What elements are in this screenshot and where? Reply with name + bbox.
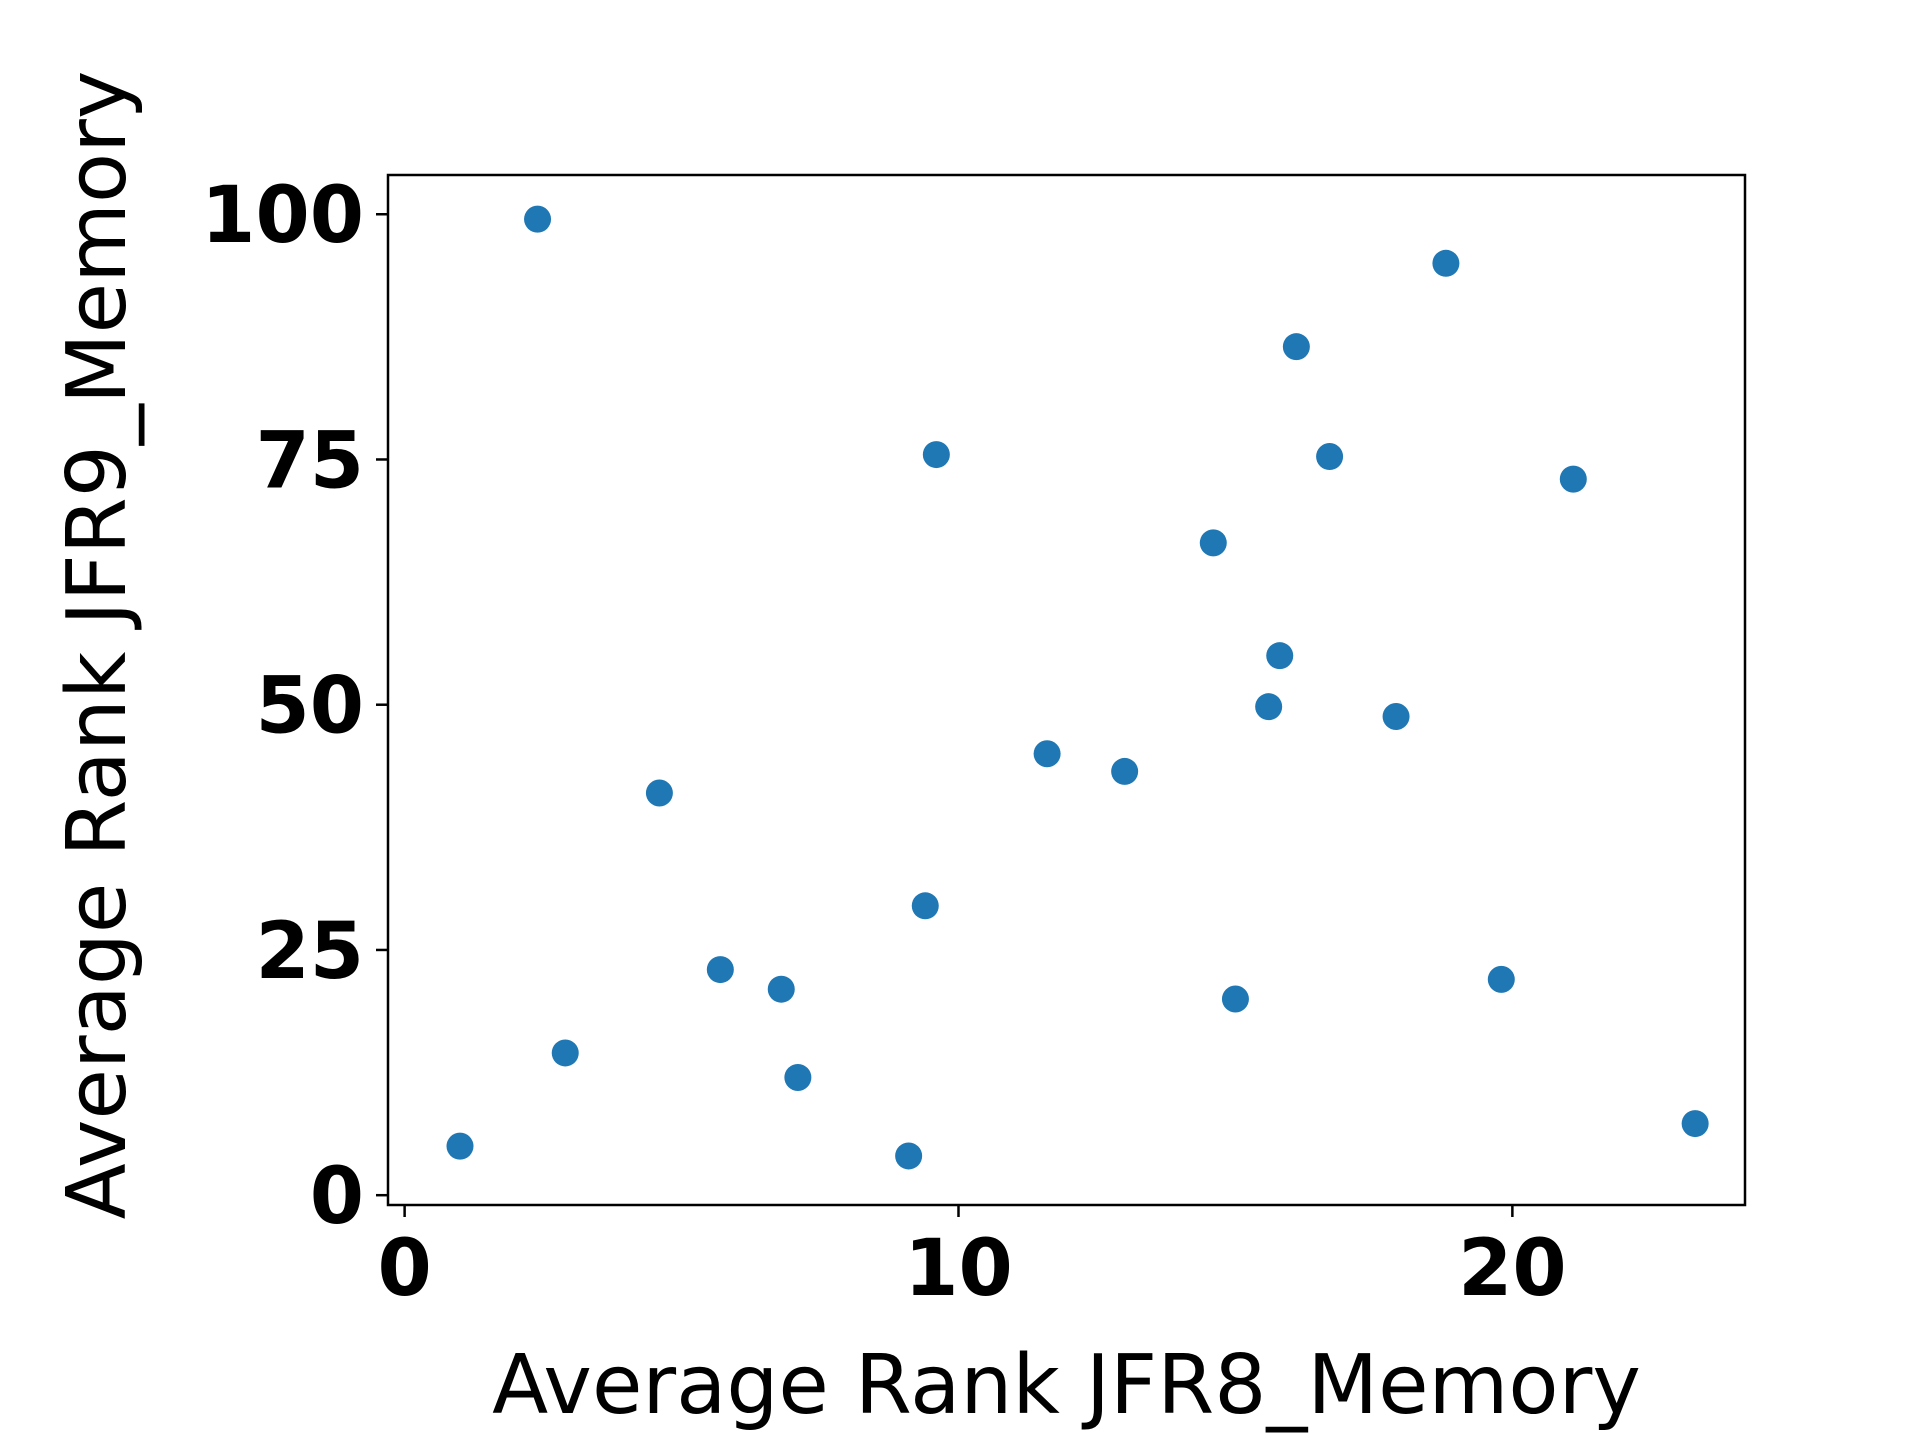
data-points [446,205,1709,1170]
y-tick-label: 0 [310,1152,364,1242]
data-point [1432,249,1460,277]
plot-area-frame [386,173,1747,1207]
data-point [895,1142,923,1170]
x-tick-label: 10 [904,1224,1013,1314]
data-point [784,1063,812,1091]
y-tick-label: 75 [255,416,364,506]
data-point [1255,693,1283,721]
data-point [1382,702,1410,730]
data-point [645,779,673,807]
x-axis: 0 10 20 [377,1205,1567,1314]
data-point [922,441,950,469]
y-tick-label: 100 [201,171,364,261]
data-point [1221,985,1249,1013]
data-point [1316,443,1344,471]
data-point [1282,333,1310,361]
data-point [1559,465,1587,493]
data-point [1681,1110,1709,1138]
data-point [1487,965,1515,993]
data-point [911,892,939,920]
data-point [524,205,552,233]
data-point [706,956,734,984]
data-point [1199,529,1227,557]
x-tick-label: 0 [377,1224,431,1314]
y-tick-label: 50 [255,662,364,752]
y-tick-label: 25 [255,907,364,997]
y-axis: 0 25 50 75 100 [201,171,388,1242]
data-point [551,1039,579,1067]
data-point [767,975,795,1003]
data-point [1033,740,1061,768]
x-axis-label: Average Rank JFR8_Memory [492,1338,1641,1433]
y-axis-label: Average Rank JFR9_Memory [50,71,145,1220]
data-point [1111,757,1139,785]
data-point [1266,642,1294,670]
data-point [446,1132,474,1160]
x-tick-label: 20 [1458,1224,1567,1314]
